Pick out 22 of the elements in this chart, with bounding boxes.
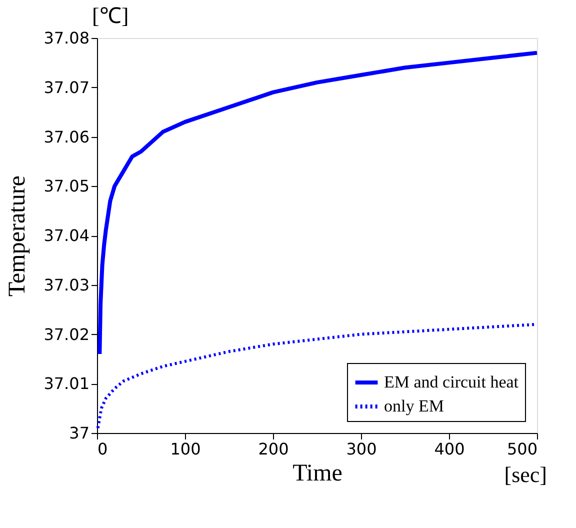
y-axis-title: Temperature	[4, 176, 31, 296]
y-tick-label: 37.01	[44, 374, 90, 394]
x-tick-label: 0	[98, 440, 108, 458]
y-tick-label: 37.03	[44, 275, 90, 294]
y-tick-label: 37.05	[44, 176, 90, 196]
x-tick-label: 400	[434, 440, 465, 458]
y-tick-label: 37.04	[44, 226, 90, 245]
x-tick-label: 500	[506, 440, 538, 458]
y-tick-label: 37.07	[44, 78, 90, 97]
x-tick-label: 100	[170, 440, 201, 458]
y-tick-label: 37	[69, 424, 90, 442]
x-tick-label: 200	[258, 440, 289, 458]
text: [sec]	[504, 462, 547, 487]
y-tick-label: 37.06	[44, 127, 90, 146]
legend-label: EM and circuit heat	[384, 372, 519, 392]
x-axis-title: Time	[292, 460, 342, 486]
y-tick-label: 37.02	[44, 324, 90, 344]
text: [℃]	[92, 3, 129, 28]
x-tick-label: 300	[346, 440, 377, 458]
y-tick-label: 37.08	[44, 28, 90, 48]
line-series	[98, 50, 539, 356]
legend-label: only EM	[384, 396, 444, 416]
